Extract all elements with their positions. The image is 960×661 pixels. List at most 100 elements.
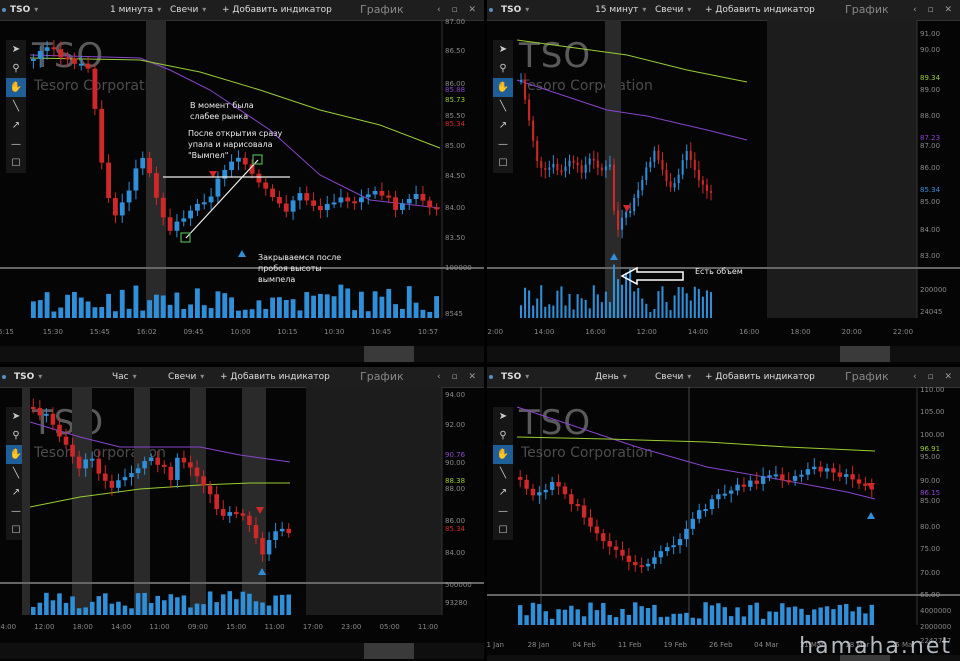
volume-bar xyxy=(639,606,644,625)
volume-bar xyxy=(277,297,282,318)
symbol-selector[interactable]: TSO ▾ xyxy=(10,5,39,15)
candle xyxy=(728,490,734,494)
chevron-down-icon: ▾ xyxy=(132,372,137,381)
chart-type-selector[interactable]: Свечи ▾ xyxy=(655,372,692,382)
interval-selector[interactable]: Час ▾ xyxy=(112,372,137,382)
horizontal-line-icon[interactable]: — xyxy=(498,139,508,150)
volume-bar xyxy=(544,306,547,318)
volume-bar xyxy=(716,603,721,625)
horizontal-line-icon[interactable]: — xyxy=(498,506,508,517)
volume-bar xyxy=(400,308,405,318)
hand-icon[interactable]: ✋ xyxy=(493,78,513,97)
zoom-icon[interactable]: ⚲ xyxy=(12,430,20,441)
price-axis-label: 2242747 xyxy=(920,637,951,645)
candle xyxy=(588,158,591,165)
window-controls[interactable]: ‹ ▫ ✕ xyxy=(913,5,956,15)
hand-icon[interactable]: ✋ xyxy=(493,445,513,464)
candle xyxy=(773,474,779,477)
add-indicator-button[interactable]: + Добавить индикатор xyxy=(705,5,815,15)
volume-bar xyxy=(626,614,632,625)
symbol-selector[interactable]: TSO ▾ xyxy=(501,372,530,382)
candle xyxy=(129,473,134,478)
box-icon[interactable]: ☐ xyxy=(498,158,508,169)
candle xyxy=(633,198,636,211)
time-axis-label: 11:00 xyxy=(264,623,284,631)
candle xyxy=(215,178,221,197)
volume-bar xyxy=(773,611,779,625)
time-axis-label: 11 Mar xyxy=(800,641,824,649)
box-icon[interactable]: ☐ xyxy=(11,158,21,169)
hand-icon[interactable]: ✋ xyxy=(6,445,26,464)
candle xyxy=(242,157,248,165)
arrow-line-icon[interactable]: ↗ xyxy=(498,120,508,131)
interval-selector[interactable]: День ▾ xyxy=(595,372,627,382)
line-icon[interactable]: ╲ xyxy=(12,468,20,479)
zoom-icon[interactable]: ⚲ xyxy=(499,430,507,441)
volume-bar xyxy=(427,311,433,318)
symbol-selector[interactable]: TSO ▾ xyxy=(14,372,43,382)
symbol-selector[interactable]: TSO ▾ xyxy=(501,5,530,15)
chart-type-selector[interactable]: Свечи ▾ xyxy=(655,5,692,15)
volume-bar xyxy=(767,611,772,625)
cursor-icon[interactable]: ➤ xyxy=(498,411,508,422)
line-icon[interactable]: ╲ xyxy=(499,468,507,479)
window-controls[interactable]: ‹ ▫ ✕ xyxy=(437,5,480,15)
volume-bar xyxy=(126,308,132,318)
box-icon[interactable]: ☐ xyxy=(11,525,21,536)
window-controls[interactable]: ‹ ▫ ✕ xyxy=(437,372,480,382)
candle xyxy=(290,200,296,212)
candle xyxy=(162,464,167,467)
horizontal-line-icon[interactable]: — xyxy=(11,139,21,150)
add-indicator-button[interactable]: + Добавить индикатор xyxy=(222,5,332,15)
price-axis-label: 86.00 xyxy=(445,80,465,88)
chart-type-selector[interactable]: Свечи ▾ xyxy=(168,372,205,382)
add-indicator-button[interactable]: + Добавить индикатор xyxy=(705,372,815,382)
volume-bar xyxy=(528,290,531,318)
arrow-line-icon[interactable]: ↗ xyxy=(11,487,21,498)
future-area xyxy=(767,20,917,318)
time-axis-label: 10:30 xyxy=(324,328,344,336)
window-controls[interactable]: ‹ ▫ ✕ xyxy=(913,372,956,382)
arrow-line-icon[interactable]: ↗ xyxy=(498,487,508,498)
interval-selector[interactable]: 1 минута ▾ xyxy=(110,5,162,15)
chevron-down-icon: ▾ xyxy=(687,372,692,381)
volume-bar xyxy=(135,593,141,615)
volume-bar xyxy=(65,294,70,318)
cursor-icon[interactable]: ➤ xyxy=(11,44,21,55)
time-axis-label: 10:15 xyxy=(277,328,297,336)
volume-bar xyxy=(372,291,378,318)
box-icon[interactable]: ☐ xyxy=(498,525,508,536)
zoom-icon[interactable]: ⚲ xyxy=(12,63,20,74)
candle xyxy=(652,557,657,564)
volume-bar xyxy=(242,309,248,318)
volume-bar xyxy=(641,298,644,318)
hand-icon[interactable]: ✋ xyxy=(6,78,26,97)
price-axis-label: 100.00 xyxy=(920,431,945,439)
interval-selector[interactable]: 15 минут ▾ xyxy=(595,5,647,15)
candle xyxy=(690,518,695,529)
candle xyxy=(51,47,57,50)
volume-bar xyxy=(617,279,620,318)
cursor-icon[interactable]: ➤ xyxy=(11,411,21,422)
candle xyxy=(338,197,344,203)
time-axis-label: 14:00 xyxy=(0,623,16,631)
arrow-line-icon[interactable]: ↗ xyxy=(11,120,21,131)
cursor-icon[interactable]: ➤ xyxy=(498,44,508,55)
line-icon[interactable]: ╲ xyxy=(12,101,20,112)
time-axis-label: 10:57 xyxy=(418,328,438,336)
candle xyxy=(831,468,836,473)
price-axis-label: 86.00 xyxy=(920,164,940,172)
chart-toolbar: TSO ▾ 15 минут ▾ Свечи ▾ + Добавить индикат… xyxy=(487,0,960,21)
line-icon[interactable]: ╲ xyxy=(499,101,507,112)
horizontal-line-icon[interactable]: — xyxy=(11,506,21,517)
add-indicator-button[interactable]: + Добавить индикатор xyxy=(220,372,330,382)
volume-bar xyxy=(863,613,868,625)
candle xyxy=(126,190,132,203)
zoom-icon[interactable]: ⚲ xyxy=(499,63,507,74)
chart-type-selector[interactable]: Свечи ▾ xyxy=(170,5,207,15)
price-axis-label: 70.00 xyxy=(920,569,940,577)
